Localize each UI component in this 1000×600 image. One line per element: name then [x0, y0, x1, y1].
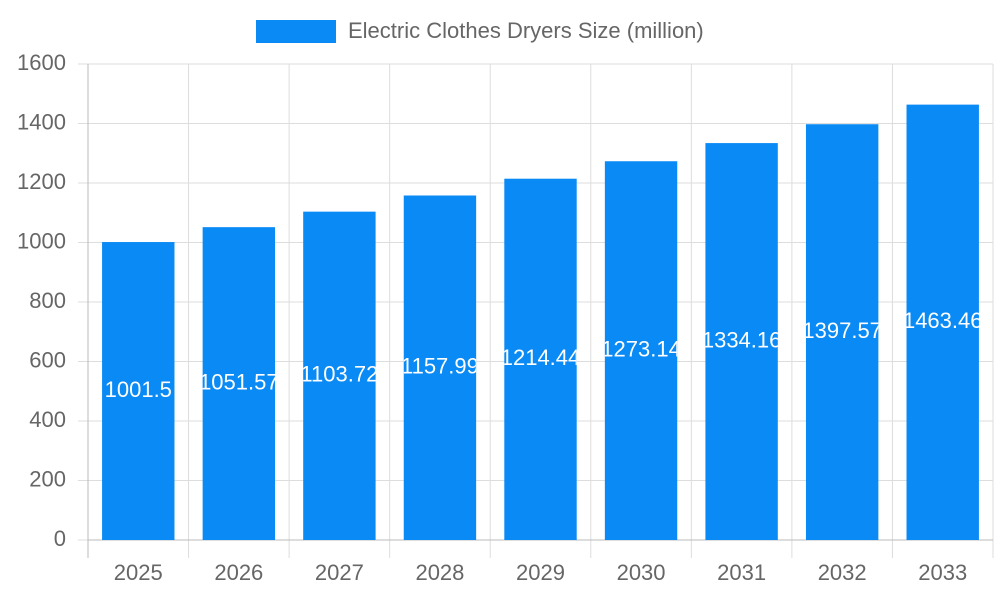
y-tick-label: 1400: [17, 109, 66, 134]
bar: [102, 242, 175, 540]
value-label: 1103.72: [300, 362, 378, 387]
value-label: 1463.46: [903, 308, 983, 333]
y-tick-label: 1200: [17, 169, 66, 194]
bar: [504, 178, 577, 540]
x-tick-label: 2027: [315, 560, 364, 585]
y-tick-label: 600: [29, 347, 66, 372]
x-tick-label: 2028: [415, 560, 464, 585]
value-label: 1214.44: [501, 345, 581, 370]
y-tick-label: 800: [29, 288, 66, 313]
bar: [202, 227, 276, 540]
value-label: 1051.57: [199, 369, 279, 394]
value-label: 1397.57: [802, 318, 882, 343]
x-tick-label: 2030: [617, 560, 666, 585]
y-tick-label: 400: [29, 407, 66, 432]
value-label: 1157.99: [401, 354, 479, 379]
x-tick-label: 2026: [214, 560, 263, 585]
x-tick-label: 2025: [114, 560, 163, 585]
bar: [604, 161, 678, 540]
legend-label: Electric Clothes Dryers Size (million): [348, 18, 704, 43]
y-tick-label: 1000: [17, 228, 66, 253]
bar: [705, 143, 778, 540]
y-tick-label: 200: [29, 466, 66, 491]
bar: [805, 124, 879, 540]
x-tick-label: 2031: [717, 560, 766, 585]
bar: [303, 211, 376, 540]
bar: [906, 104, 979, 540]
y-tick-label: 0: [54, 526, 66, 551]
x-tick-label: 2032: [818, 560, 867, 585]
legend-swatch: [256, 20, 336, 43]
bar: [403, 195, 477, 540]
x-tick-label: 2033: [918, 560, 967, 585]
y-tick-label: 1600: [17, 50, 66, 75]
value-label: 1273.14: [601, 336, 681, 361]
value-label: 1334.16: [702, 327, 782, 352]
value-label: 1001.5: [105, 377, 172, 402]
x-tick-label: 2029: [516, 560, 565, 585]
